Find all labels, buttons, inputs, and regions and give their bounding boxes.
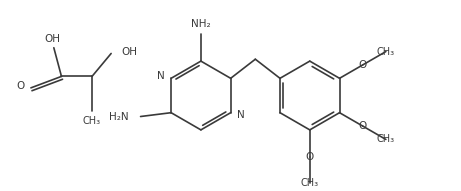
Text: N: N xyxy=(237,110,245,120)
Text: OH: OH xyxy=(122,47,138,57)
Text: O: O xyxy=(306,152,314,162)
Text: H₂N: H₂N xyxy=(109,112,129,121)
Text: CH₃: CH₃ xyxy=(377,134,395,144)
Text: O: O xyxy=(359,121,367,131)
Text: CH₃: CH₃ xyxy=(377,47,395,57)
Text: OH: OH xyxy=(44,34,60,44)
Text: CH₃: CH₃ xyxy=(301,178,319,188)
Text: N: N xyxy=(157,71,165,81)
Text: O: O xyxy=(16,81,24,91)
Text: NH₂: NH₂ xyxy=(191,19,211,29)
Text: CH₃: CH₃ xyxy=(83,116,101,126)
Text: O: O xyxy=(359,60,367,70)
